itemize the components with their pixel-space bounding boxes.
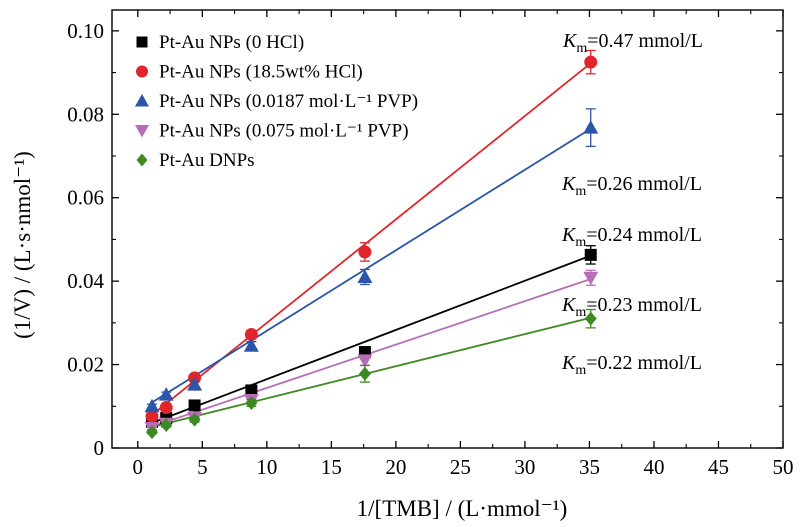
legend-marker xyxy=(136,153,148,167)
data-point xyxy=(358,245,372,259)
km-value: =0.24 mmol/L xyxy=(586,224,702,246)
data-point xyxy=(584,55,598,69)
y-tick-label: 0.06 xyxy=(67,186,104,210)
data-point xyxy=(358,366,371,381)
x-tick-label: 40 xyxy=(643,455,664,479)
x-axis-title: 1/[TMB] / (L·mmol⁻¹) xyxy=(357,496,568,521)
km-value: =0.47 mmol/L xyxy=(587,30,703,52)
legend-marker xyxy=(136,36,148,48)
data-point xyxy=(188,399,201,412)
data-point xyxy=(357,354,373,368)
km-symbol: K xyxy=(561,294,577,316)
y-tick-label: 0.10 xyxy=(67,19,104,43)
data-point xyxy=(188,412,201,427)
x-tick-label: 0 xyxy=(133,455,144,479)
data-point xyxy=(158,387,174,401)
data-point xyxy=(357,269,373,283)
data-point xyxy=(245,395,258,410)
fit-line-3 xyxy=(151,127,592,404)
legend-marker xyxy=(136,65,148,78)
legend-label: Pt-Au NPs (0.075 mol·L⁻¹ PVP) xyxy=(159,121,409,142)
fit-line-5 xyxy=(151,316,591,428)
data-point xyxy=(187,377,203,391)
legend-marker xyxy=(135,94,149,107)
x-tick-label: 5 xyxy=(197,455,208,479)
y-tick-label: 0 xyxy=(94,436,105,460)
data-point xyxy=(584,248,597,261)
legend-label: Pt-Au NPs (18.5wt% HCl) xyxy=(159,62,363,83)
data-point xyxy=(584,311,597,326)
fit-lines xyxy=(151,62,592,428)
y-axis-title: (1/V) / (L·s·nmol⁻¹) xyxy=(10,151,35,339)
km-annotation-2: Km=0.26 mmol/L xyxy=(561,173,702,199)
legend-marker xyxy=(135,125,149,138)
km-symbol: K xyxy=(561,224,577,246)
y-tick-label: 0.02 xyxy=(67,353,104,377)
km-value: =0.22 mmol/L xyxy=(586,352,702,374)
x-tick-label: 10 xyxy=(256,455,277,479)
y-tick-label: 0.08 xyxy=(67,102,104,126)
x-tick-label: 50 xyxy=(773,455,794,479)
x-tick-label: 25 xyxy=(450,455,471,479)
data-points xyxy=(144,49,599,440)
data-point xyxy=(583,120,599,134)
x-tick-label: 45 xyxy=(708,455,729,479)
data-point xyxy=(146,425,159,440)
data-point xyxy=(145,409,159,423)
x-tick-label: 15 xyxy=(321,455,342,479)
km-symbol: K xyxy=(561,173,577,195)
km-subscript: m xyxy=(575,363,586,378)
data-point xyxy=(159,401,173,415)
km-annotation-1: Km=0.47 mmol/L xyxy=(562,30,703,56)
km-symbol: K xyxy=(562,30,578,52)
km-value: =0.23 mmol/L xyxy=(586,294,702,316)
data-point xyxy=(583,271,599,286)
x-tick-label: 35 xyxy=(579,455,600,479)
km-annotation-5: Km=0.22 mmol/L xyxy=(561,352,702,378)
legend: Pt-Au NPs (0 HCl) Pt-Au NPs (18.5wt% HCl)… xyxy=(135,32,418,171)
km-annotation-4: Km=0.23 mmol/L xyxy=(561,294,702,320)
fit-line-1 xyxy=(151,254,592,424)
km-subscript: m xyxy=(575,305,586,320)
axes: 0 5 10 15 20 25 30 35 40 45 50 0 0.02 0.04 0.06 0.08 0.1… xyxy=(67,9,794,479)
km-annotation-3: Km=0.24 mmol/L xyxy=(561,224,702,250)
km-subscript: m xyxy=(575,235,586,250)
plot-frame xyxy=(111,9,784,449)
x-tick-label: 20 xyxy=(385,455,406,479)
legend-label: Pt-Au NPs (0.0187 mol·L⁻¹ PVP) xyxy=(159,91,418,112)
km-value: =0.26 mmol/L xyxy=(586,173,702,195)
km-annotations: Km=0.47 mmol/LKm=0.26 mmol/LKm=0.24 mmol… xyxy=(561,30,703,378)
y-tick-label: 0.04 xyxy=(67,269,104,293)
x-tick-label: 30 xyxy=(514,455,535,479)
data-point xyxy=(244,328,258,342)
km-symbol: K xyxy=(561,352,577,374)
km-subscript: m xyxy=(576,41,587,56)
legend-label: Pt-Au DNPs xyxy=(159,150,255,171)
legend-label: Pt-Au NPs (0 HCl) xyxy=(159,32,304,53)
km-subscript: m xyxy=(575,184,586,199)
data-point xyxy=(144,398,160,413)
data-point xyxy=(160,418,173,433)
fit-line-4 xyxy=(151,278,592,428)
data-point xyxy=(243,338,259,352)
data-point xyxy=(245,384,258,397)
